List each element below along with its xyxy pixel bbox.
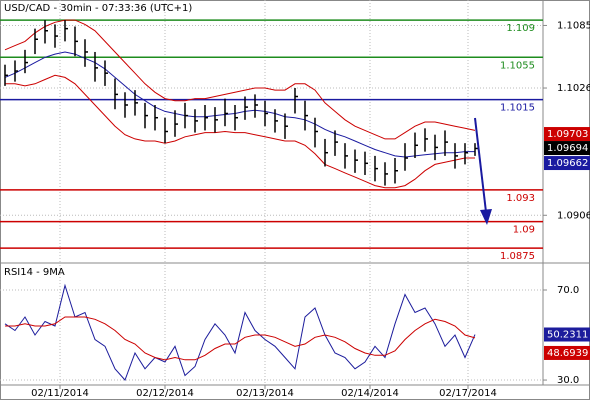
last-value-box xyxy=(544,345,590,360)
last-value-label: 48.6939 xyxy=(547,348,588,359)
panel-title: RSI14 - 9MA xyxy=(4,267,65,278)
level-label: 1.1015 xyxy=(500,103,535,114)
y-tick-label: 30.0 xyxy=(557,375,579,386)
rsi-line xyxy=(4,283,476,381)
last-value-box xyxy=(544,127,590,142)
last-value-box xyxy=(544,156,590,171)
level-label: 1.093 xyxy=(506,193,535,204)
last-value-box xyxy=(544,327,590,342)
last-value-label: 1.09703 xyxy=(547,129,588,140)
y-tick-label: 1.1085 xyxy=(557,20,590,31)
y-tick-label: 70.0 xyxy=(557,285,579,296)
y-tick-label: 1.1026 xyxy=(557,83,590,94)
overlay-line xyxy=(4,51,475,158)
level-label: 1.0875 xyxy=(500,251,535,262)
y-tick-label: 1.0906 xyxy=(557,210,590,221)
level-label: 1.09 xyxy=(513,225,535,236)
x-tick-label: 02/14/2014 xyxy=(341,388,399,399)
overlay-line xyxy=(5,74,475,189)
overlay-line xyxy=(4,19,476,140)
x-tick-label: 02/17/2014 xyxy=(439,388,497,399)
last-value-label: 1.09694 xyxy=(547,143,588,154)
level-label: 1.109 xyxy=(506,23,535,34)
last-value-label: 1.09662 xyxy=(547,158,588,169)
arrow-head xyxy=(480,209,492,225)
last-value-label: 50.2311 xyxy=(547,329,588,340)
chart-title: USD/CAD - 30min - 07:33:36 (UTC+1) xyxy=(4,3,192,14)
last-value-box xyxy=(544,141,590,156)
level-label: 1.1055 xyxy=(500,60,535,71)
rsi-line xyxy=(5,316,476,361)
x-tick-label: 02/12/2014 xyxy=(136,388,194,399)
x-tick-label: 02/11/2014 xyxy=(31,388,89,399)
arrow-shaft xyxy=(474,117,487,213)
x-tick-label: 02/13/2014 xyxy=(236,388,294,399)
